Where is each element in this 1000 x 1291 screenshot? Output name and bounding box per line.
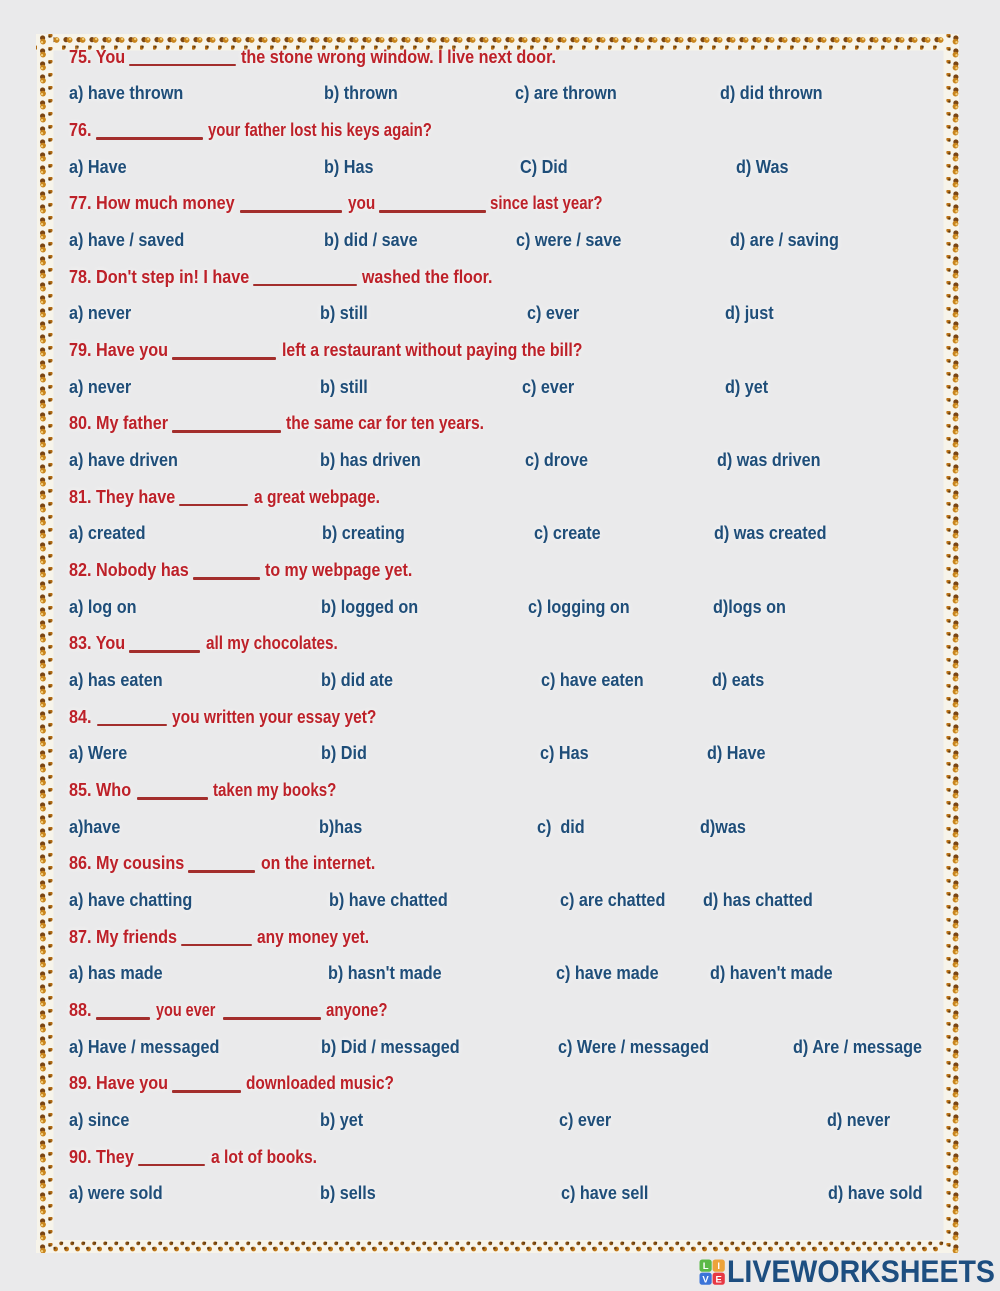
svg-text:V: V: [702, 1274, 709, 1285]
svg-text:E: E: [716, 1274, 722, 1285]
svg-text:L: L: [703, 1261, 709, 1272]
svg-text:I: I: [717, 1261, 720, 1272]
